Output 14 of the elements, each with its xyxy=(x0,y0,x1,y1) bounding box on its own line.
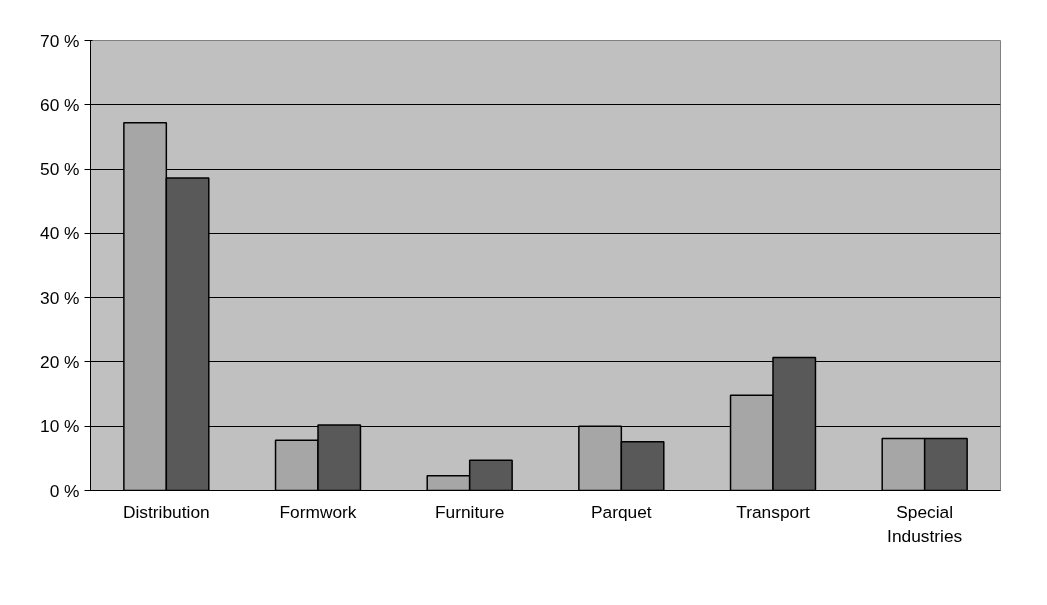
y-tick-label: 10 % xyxy=(40,416,80,437)
y-tick-label: 50 % xyxy=(40,159,80,180)
x-tick-label: Special Industries xyxy=(887,501,963,546)
y-tick-label: 0 % xyxy=(49,480,80,501)
y-tick-label: 70 % xyxy=(40,30,80,51)
x-tick-label: Transport xyxy=(736,501,810,522)
x-tick-label: Distribution xyxy=(123,501,210,522)
y-tick-label: 40 % xyxy=(40,223,80,244)
y-tick-label: 30 % xyxy=(40,287,80,308)
x-tick-label: Formwork xyxy=(279,501,357,522)
x-tick-label: Furniture xyxy=(435,501,505,522)
x-tick-label: Parquet xyxy=(590,501,652,522)
y-tick-label: 20 % xyxy=(40,351,80,372)
y-tick-label: 60 % xyxy=(40,94,80,115)
